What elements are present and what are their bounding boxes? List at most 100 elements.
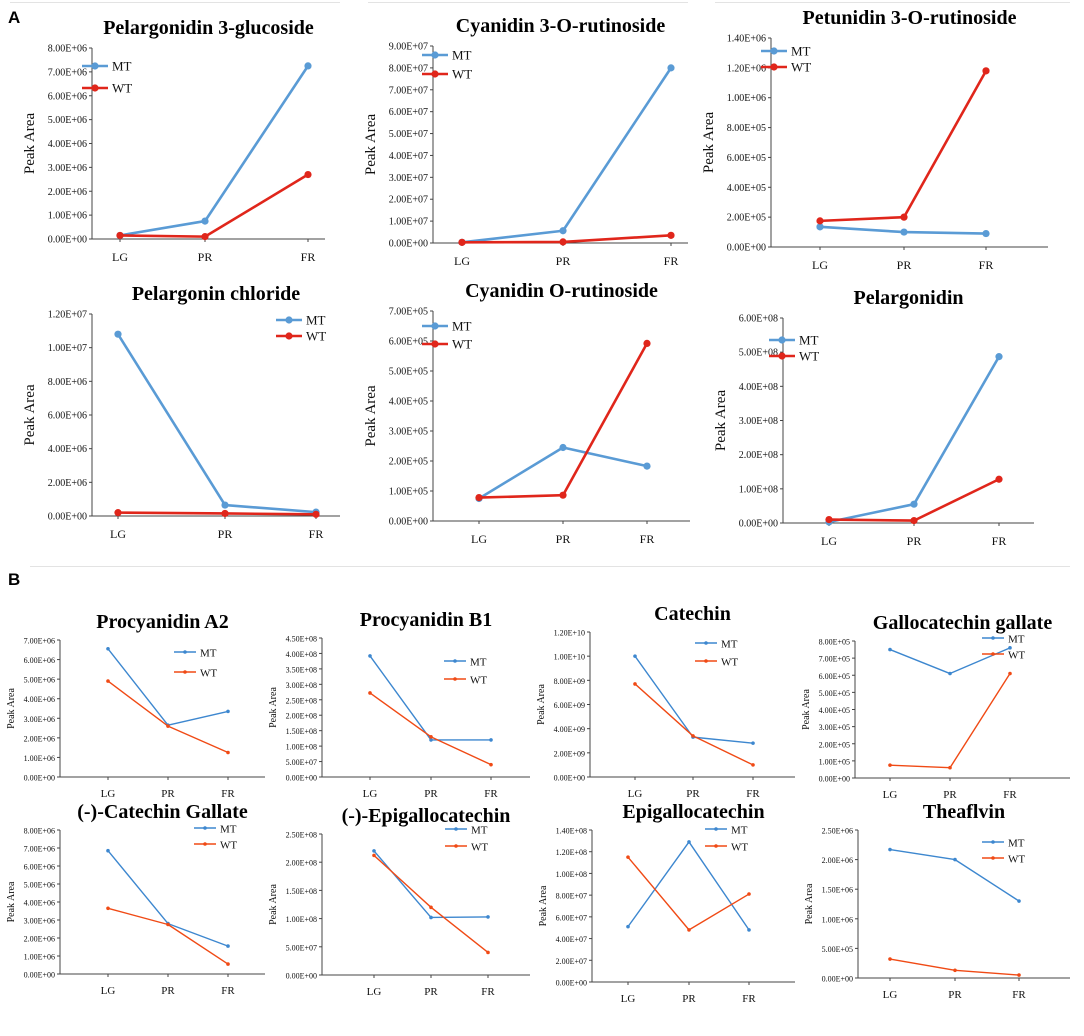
y-tick-label: 1.00E+10 [554, 653, 585, 662]
data-point-wt [910, 517, 918, 525]
data-point-mt [953, 857, 957, 862]
legend-label-mt: MT [799, 333, 819, 348]
series-line-mt [119, 65, 310, 237]
x-tick-label: FR [746, 788, 760, 800]
chart-epigallocatechin-neg: (-)-Epigallocatechin 0.00E+00 5.00E+07 1.00… [268, 805, 540, 1036]
y-tick-label: 1.00E+08 [286, 915, 317, 924]
legend-marker-mt [704, 641, 708, 645]
chart-procyanidin-b1: Procyanidin B1 0.00E+00 5.00E+07 1.00E+08 1.… [268, 590, 540, 805]
data-point-mt [201, 217, 209, 225]
series-line-mt [478, 446, 648, 500]
data-point-mt [304, 62, 312, 70]
data-point-mt [1017, 899, 1021, 903]
x-tick-label: PR [556, 532, 571, 546]
legend-label-wt: WT [220, 840, 237, 852]
legend-marker-wt [454, 844, 458, 848]
chart-title: Pelargonin chloride [132, 283, 300, 305]
legend-marker-wt [704, 659, 708, 663]
series-line-wt [627, 856, 750, 931]
top-divider-3 [715, 2, 1070, 3]
legend-label-mt: MT [471, 825, 488, 837]
x-tick-label: FR [742, 993, 756, 1005]
legend-marker-mt [453, 659, 457, 663]
x-tick-label: LG [454, 254, 470, 268]
legend-marker-wt [183, 670, 187, 674]
data-point-mt [747, 928, 751, 932]
chart-cyanidin-3-o-rutinoside: Cyanidin 3-O-rutinoside 0.00E+00 1.00E+07 2… [340, 0, 690, 280]
y-tick-label: 8.00E+05 [727, 123, 766, 134]
legend-label-wt: WT [1008, 650, 1025, 662]
data-point-mt [368, 654, 372, 658]
legend-label-wt: WT [306, 329, 326, 344]
chart-svg: Catechin 0.00E+00 2.00E+09 4.00E+09 6.00E+09… [536, 603, 795, 800]
y-tick-label: 4.00E+08 [739, 382, 778, 393]
y-tick-label: 5.00E+05 [389, 367, 428, 378]
x-tick-label: FR [309, 527, 324, 541]
legend-marker-wt [285, 332, 293, 340]
y-tick-label: 1.00E+06 [727, 93, 766, 104]
legend-label-mt: MT [220, 824, 237, 836]
x-tick-label: LG [621, 993, 636, 1005]
chart-gallocatechin-gallate: Gallocatechin gallate 0.00E+00 1.00E+05 2.0… [800, 590, 1084, 805]
y-axis-label: Peak Area [801, 689, 812, 730]
data-point-mt [559, 443, 567, 452]
data-point-mt [106, 848, 110, 853]
data-point-wt [633, 682, 637, 686]
chart-svg: Pelargonidin 0.00E+00 1.00E+08 2.00E+08 3.00… [713, 287, 1034, 548]
top-divider-1 [10, 2, 340, 3]
legend-label-wt: WT [721, 657, 738, 669]
y-tick-label: 4.00E+06 [48, 139, 87, 150]
y-tick-label: 7.00E+07 [389, 85, 428, 96]
y-tick-label: 9.00E+07 [389, 42, 428, 53]
x-tick-label: LG [112, 250, 128, 264]
x-tick-label: LG [883, 789, 898, 801]
x-tick-label: LG [821, 534, 837, 548]
legend-marker-mt [91, 62, 99, 70]
y-axis-label: Peak Area [713, 390, 729, 452]
series-line-mt [369, 655, 491, 741]
data-point-wt [1017, 973, 1021, 977]
chart-title: Catechin [654, 603, 731, 625]
x-tick-label: PR [686, 788, 700, 800]
legend-label-wt: WT [1008, 854, 1025, 866]
legend-marker-wt [770, 63, 778, 71]
y-tick-label: 8.00E+07 [556, 892, 587, 901]
x-tick-label: LG [367, 986, 382, 998]
data-point-mt [429, 915, 433, 920]
y-axis-label: Peak Area [6, 881, 17, 922]
y-tick-label: 1.00E+08 [556, 870, 587, 879]
x-tick-label: PR [218, 527, 233, 541]
x-tick-label: FR [1012, 989, 1026, 1001]
y-tick-label: 0.00E+00 [739, 519, 778, 530]
data-point-wt [948, 765, 952, 770]
chart-svg: Procyanidin A2 0.00E+00 1.00E+06 2.00E+06 3.… [6, 611, 265, 800]
y-tick-label: 1.20E+06 [727, 63, 766, 74]
data-point-mt [372, 849, 376, 853]
y-tick-label: 1.00E+08 [739, 484, 778, 495]
y-tick-label: 5.00E+07 [389, 129, 428, 140]
chart-title: Procyanidin A2 [96, 611, 228, 633]
chart-title: Procyanidin B1 [360, 609, 492, 631]
y-tick-label: 0.00E+00 [48, 235, 87, 246]
data-point-mt [667, 64, 675, 72]
y-tick-label: 0.00E+00 [286, 774, 317, 783]
legend-marker-mt [203, 826, 207, 830]
y-tick-label: 1.20E+08 [556, 848, 587, 857]
y-tick-label: 2.00E+05 [819, 740, 850, 749]
y-axis-label: Peak Area [22, 384, 38, 446]
y-tick-label: 2.50E+08 [286, 831, 317, 840]
y-tick-label: 8.00E+06 [24, 827, 55, 836]
series-line-mt [889, 647, 1011, 675]
data-point-wt [368, 691, 372, 695]
data-point-wt [953, 968, 957, 973]
series-line-mt [461, 67, 673, 244]
y-tick-label: 6.00E+06 [48, 91, 87, 102]
y-tick-label: 0.00E+00 [389, 239, 428, 250]
data-point-wt [201, 233, 209, 241]
data-point-mt [429, 738, 433, 742]
legend-marker-mt [285, 316, 293, 324]
data-point-wt [106, 906, 110, 911]
y-tick-label: 4.00E+09 [554, 725, 585, 734]
y-tick-label: 7.00E+05 [389, 307, 428, 318]
legend-label-mt: MT [306, 313, 326, 328]
